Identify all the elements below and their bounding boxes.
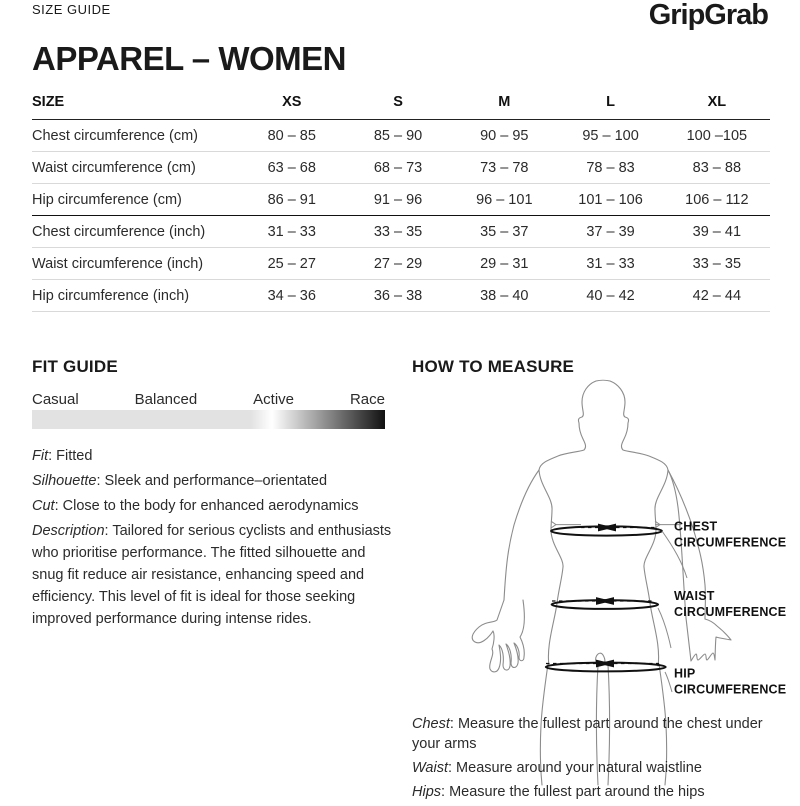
svg-text:CHEST: CHEST [674,520,718,534]
svg-text:CIRCUMFERENCE: CIRCUMFERENCE [674,536,786,550]
svg-text:CIRCUMFERENCE: CIRCUMFERENCE [674,605,786,619]
svg-text:WAIST: WAIST [674,589,715,603]
svg-text:HIP: HIP [674,667,695,681]
svg-text:CIRCUMFERENCE: CIRCUMFERENCE [674,683,786,697]
